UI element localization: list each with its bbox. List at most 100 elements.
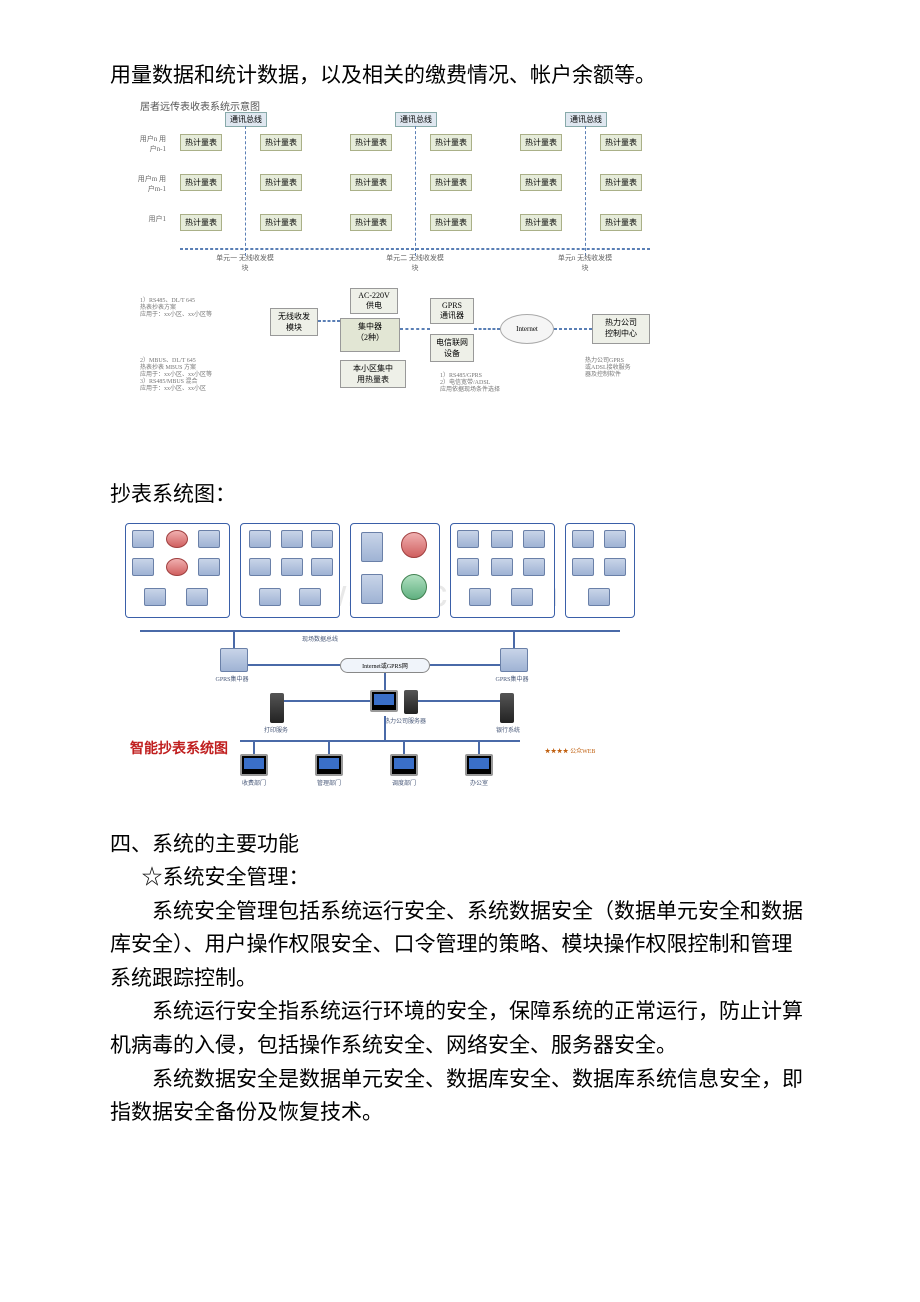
- vline: [328, 740, 330, 754]
- meter-box: 热计量表: [260, 174, 302, 191]
- hline: [554, 328, 592, 330]
- control-center-box: 热力公司 控制中心: [592, 314, 650, 344]
- device-icon: [311, 530, 333, 548]
- unit-label-2: 单元二 无线收发模块: [385, 253, 445, 273]
- paragraph-3: 系统数据安全是数据单元安全、数据库安全、数据库系统信息安全，即指数据安全备份及恢…: [110, 1063, 810, 1130]
- body-text-section: 四、系统的主要功能 ☆系统安全管理： 系统安全管理包括系统运行安全、系统数据安全…: [110, 828, 810, 1130]
- bus-label-2: 通讯总线: [395, 112, 437, 127]
- server-l-label: 打印服务: [256, 725, 296, 734]
- hline: [474, 328, 500, 330]
- gprs-label-l: GPRS集中器: [212, 674, 252, 683]
- vline: [384, 716, 386, 740]
- gprs-concentrator-icon: [220, 648, 248, 672]
- device-icon: [249, 558, 271, 576]
- device-icon: [491, 530, 513, 548]
- meter-box: 热计量表: [520, 174, 562, 191]
- group-tc2: [350, 523, 440, 618]
- collector-icon: [186, 588, 208, 606]
- hline: [180, 248, 650, 250]
- group-tl: [125, 523, 230, 618]
- meter-box: 热计量表: [260, 134, 302, 151]
- group-tr1: [450, 523, 555, 618]
- terminal-icon: [240, 754, 268, 776]
- timer-device-icon: [361, 574, 383, 604]
- meter-box: 热计量表: [180, 214, 222, 231]
- wireless-box: 无线收发 模块: [270, 308, 318, 336]
- heading-4: 四、系统的主要功能: [110, 828, 810, 862]
- bus-label: 现场数据总线: [270, 634, 370, 643]
- unit-label-1: 单元一 无线收发模块: [215, 253, 275, 273]
- terminal-icon: [390, 754, 418, 776]
- group-tr2: [565, 523, 635, 618]
- device-icon: [523, 558, 545, 576]
- intro-text: 用量数据和统计数据，以及相关的缴费情况、帐户余额等。: [110, 60, 810, 92]
- public-web-label: ★★★★ 公众WEB: [520, 746, 620, 755]
- meter-box: 热计量表: [260, 214, 302, 231]
- hline: [418, 700, 500, 702]
- device-icon: [457, 558, 479, 576]
- term-label-2: 管理部门: [309, 778, 349, 787]
- section2-label: 抄表系统图：: [110, 478, 810, 508]
- device-icon: [604, 558, 626, 576]
- vline: [415, 126, 416, 256]
- device-icon: [132, 530, 154, 548]
- device-icon: [523, 530, 545, 548]
- bus-label-1: 通讯总线: [225, 112, 267, 127]
- paragraph-1: 系统安全管理包括系统运行安全、系统数据安全（数据单元安全和数据库安全）、用户操作…: [110, 895, 810, 996]
- collector-icon: [588, 588, 610, 606]
- hline: [400, 328, 430, 330]
- bank-label: 银行系统: [488, 725, 528, 734]
- row-label-3: 用户1: [136, 214, 166, 224]
- internet-cloud: Internet或GPRS网: [340, 658, 430, 673]
- left-note-1: 1）RS485、DL/T 645 热表抄表方案 应用于：xx小区、xx小区等: [140, 298, 260, 320]
- meter-box: 热计量表: [600, 214, 642, 231]
- meter-box: 热计量表: [430, 174, 472, 191]
- device-icon: [491, 558, 513, 576]
- meter-box: 热计量表: [180, 174, 222, 191]
- device-icon: [132, 558, 154, 576]
- concentrator-box: 集中器 （2种）: [340, 318, 400, 352]
- server-r-label: 热力公司服务器: [370, 716, 440, 725]
- device-icon: [198, 530, 220, 548]
- timer-device-icon: [361, 532, 383, 562]
- valve-icon: [166, 558, 188, 576]
- terminal-icon: [465, 754, 493, 776]
- meter-box: 热计量表: [350, 174, 392, 191]
- gprs-label-r: GPRS集中器: [492, 674, 532, 683]
- main-server-icon: [370, 690, 398, 712]
- vline: [403, 740, 405, 754]
- terminal-icon: [315, 754, 343, 776]
- bank-tower-icon: [500, 693, 514, 723]
- meter-box: 热计量表: [520, 134, 562, 151]
- gprs-concentrator-icon: [500, 648, 528, 672]
- valve-icon: [166, 530, 188, 548]
- system-diagram-2: www.bdocx.com: [120, 518, 640, 798]
- bus-line: [140, 630, 620, 632]
- hline: [318, 320, 340, 322]
- paragraph-2: 系统运行安全指系统运行环境的安全，保障系统的正常运行，防止计算机病毒的入侵，包括…: [110, 995, 810, 1062]
- device-icon: [604, 530, 626, 548]
- diagram1-title: 居者远传表收表系统示意图: [140, 98, 700, 113]
- meter-box: 热计量表: [520, 214, 562, 231]
- meter-box: 热计量表: [430, 214, 472, 231]
- area-meter-box: 本小区集中 用热量表: [340, 360, 406, 388]
- device-icon: [198, 558, 220, 576]
- lan-box: 电信联网 设备: [430, 334, 474, 362]
- hline: [248, 664, 340, 666]
- device-icon: [249, 530, 271, 548]
- device-icon: [572, 530, 594, 548]
- big-valve-icon: [401, 532, 427, 558]
- left-note-2: 2）MBUS、DL/T 645 热表抄表 MBUS 方案 应用于：xx小区、xx…: [140, 358, 260, 394]
- subheading-1: ☆系统安全管理：: [110, 861, 810, 895]
- device-icon: [281, 558, 303, 576]
- collector-icon: [469, 588, 491, 606]
- device-icon: [572, 558, 594, 576]
- term-label-3: 调度部门: [384, 778, 424, 787]
- vline: [384, 673, 386, 690]
- unit-label-3: 单元n 无线收发模块: [555, 253, 615, 273]
- hline: [430, 664, 500, 666]
- meter-box: 热计量表: [600, 174, 642, 191]
- meter-box: 热计量表: [350, 134, 392, 151]
- collector-icon: [299, 588, 321, 606]
- ac-box: AC-220V 供电: [350, 288, 398, 314]
